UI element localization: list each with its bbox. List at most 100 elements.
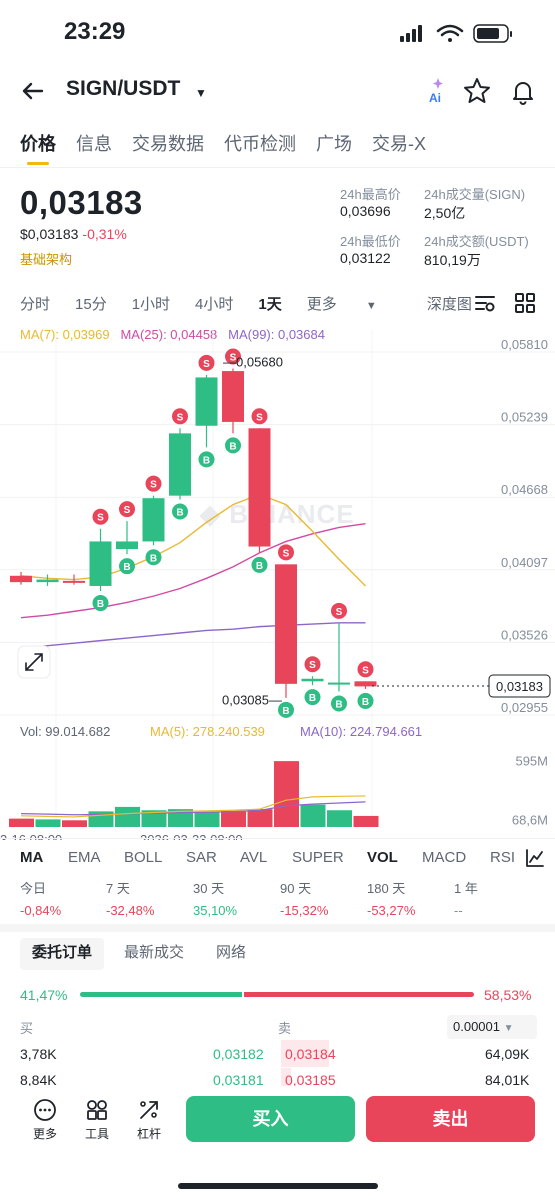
tf-1h[interactable]: 1小时 [131,296,171,313]
volume-bar [9,818,34,827]
ask-price[interactable]: 0,03185 [285,1072,336,1088]
sell-button[interactable]: 卖出 [366,1096,535,1142]
ind-avl[interactable]: AVL [240,849,268,866]
tab-order-book[interactable]: 委托订单 [20,938,105,970]
tab-info[interactable]: 信息 [76,134,112,154]
sell-signal-badge-circle [278,544,294,561]
ma-legend: MA(7): 0,03969 MA(25): 0,04458 MA(99): 0… [20,327,325,342]
volume-bar [221,810,246,827]
sell-signal-badge: S [331,602,347,619]
buy-signal-badge-letter: B [309,693,316,704]
sell-signal-badge: S [304,656,321,673]
tools-button[interactable]: 工具 [77,1098,117,1142]
chart-settings-button[interactable] [474,292,496,319]
tab-active-indicator [27,162,49,165]
ind-ema[interactable]: EMA [68,849,101,866]
tf-depth[interactable]: 深度图 [426,296,472,313]
bid-price[interactable]: 0,03181 [213,1072,264,1088]
indicator-settings-button[interactable] [525,848,545,872]
tab-recent-trades[interactable]: 最新成交 [124,944,185,961]
candle [169,428,191,500]
perf-label: 1 年 [454,881,478,896]
svg-text:Ai: Ai [429,91,441,104]
tf-15m[interactable]: 15分 [75,296,107,313]
buy-ratio: 41,47% [20,987,68,1003]
ask-qty: 84,01K [485,1072,530,1088]
volume-bar [62,820,87,827]
vol-tick-label: 595M [515,754,548,769]
candle-body [248,428,271,547]
sell-signal-badge-letter: S [283,548,290,559]
low-label: 24h最低价 [340,234,401,249]
back-button[interactable] [18,76,48,106]
buy-signal-badge-letter: B [150,553,157,564]
tab-token-check[interactable]: 代币检测 [224,134,296,154]
buy-button[interactable]: 买入 [186,1096,355,1142]
current-price-box [488,674,551,698]
tab-price[interactable]: 价格 [20,134,56,154]
y-tick-label: 0,02955 [501,700,548,715]
candle [195,374,218,448]
tab-trading-data[interactable]: 交易数据 [132,134,204,154]
ai-assistant-button[interactable]: Ai [427,78,449,109]
ind-boll[interactable]: BOLL [124,849,163,866]
ask-qty: 64,09K [485,1046,530,1062]
watermark: ◆ BINANCE [199,499,355,529]
sell-signal-badge: S [251,408,268,425]
tf-more[interactable]: 更多 ▼ [307,293,402,314]
tab-trade-x[interactable]: 交易-X [372,134,426,154]
category-tag[interactable]: 基础架构 [20,252,73,267]
bid-header: 买 [20,1021,34,1036]
ind-super[interactable]: SUPER [292,849,344,866]
candle-body [89,541,112,586]
sell-signal-badge-circle [225,348,241,365]
ind-sar[interactable]: SAR [186,849,217,866]
tab-square[interactable]: 广场 [316,134,352,154]
sell-signal-badge-letter: S [203,359,210,370]
ind-vol[interactable]: VOL [367,849,398,866]
candle-body [36,579,59,583]
ind-ma[interactable]: MA [20,849,44,866]
sell-signal-badge: S [278,544,294,561]
wifi-icon [436,24,464,42]
tf-1d[interactable]: 1天 [258,296,282,313]
bid-price[interactable]: 0,03182 [213,1046,264,1062]
leverage-button[interactable]: 杠杆 [129,1098,169,1142]
volume-bar [168,809,193,827]
sell-signal-badge-letter: S [177,412,184,423]
buy-signal-badge: B [331,695,347,712]
perf-7d: 7 天 -32,48% [106,878,186,918]
ind-macd[interactable]: MACD [422,849,467,866]
kline-chart[interactable]: 0,05810 0,05239 0,04668 0,04097 0,03526 0,029… [0,320,555,840]
timeframe-bar: 分时 15分 1小时 4小时 1天 更多 ▼ 深度图 [20,293,497,314]
buy-signal-badge-letter: B [335,699,342,710]
vol-ma5-line [20,795,366,818]
candle-body [328,682,350,685]
caret-down-icon[interactable]: ▼ [195,86,207,100]
layout-grid-button[interactable] [514,292,536,319]
candle [275,564,297,698]
precision-selector[interactable]: 0.00001 ▼ [447,1015,537,1039]
candle-body [63,580,85,583]
status-icons [398,22,526,51]
low-marker: 0,03085— [222,692,282,707]
buy-signal-badge-circle [119,558,135,575]
sell-signal-badge: S [357,661,374,678]
favorite-button[interactable] [462,76,492,111]
expand-icon[interactable] [17,645,51,679]
candle-body [275,564,297,684]
ask-price[interactable]: 0,03184 [285,1046,336,1062]
notification-button[interactable] [508,76,538,111]
date-label: 2026-03-23 08:00 [140,832,243,840]
perf-label: 180 天 [367,881,406,896]
tab-network[interactable]: 网络 [216,944,247,961]
candle [116,521,138,555]
buy-signal-badge-circle [278,701,294,718]
tf-4h[interactable]: 4小时 [195,296,234,313]
tf-line[interactable]: 分时 [20,296,51,313]
pair-selector[interactable]: SIGN/USDT [66,77,181,100]
ind-rsi[interactable]: RSI [490,849,516,866]
leverage-icon [140,1101,158,1119]
perf-value: -15,32% [280,903,329,918]
more-button[interactable]: 更多 [25,1098,65,1142]
